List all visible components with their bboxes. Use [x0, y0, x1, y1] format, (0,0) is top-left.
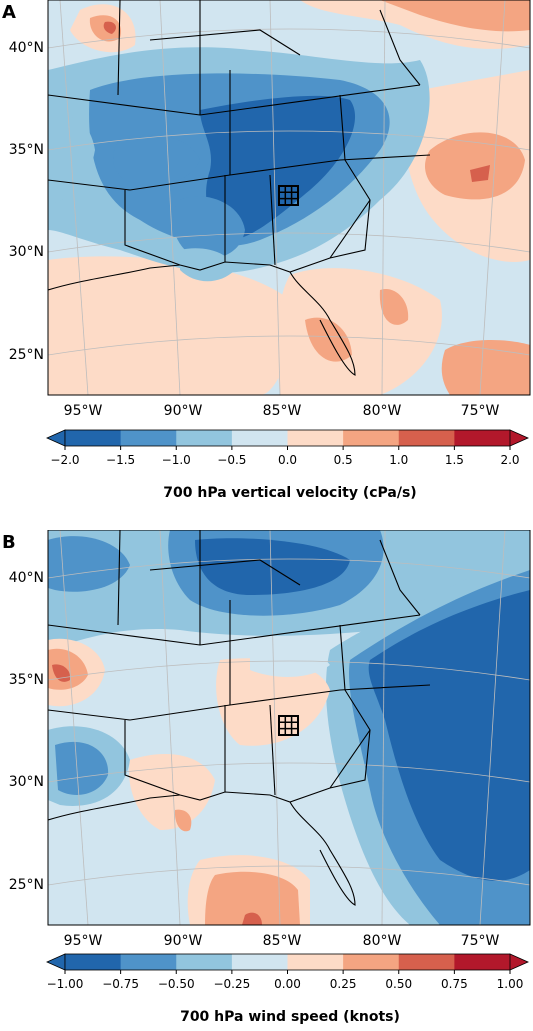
colorbar-tick-label: 0.00 [274, 977, 301, 991]
colorbar-segment [398, 954, 455, 970]
map-b [48, 530, 530, 925]
lon-label: 80°W [363, 403, 402, 419]
lon-label: 80°W [363, 933, 402, 949]
colorbar-extend-low [46, 429, 66, 447]
colorbar-tick-label: 0.75 [441, 977, 468, 991]
lon-label: 75°W [461, 403, 500, 419]
lat-label: 35°N [9, 672, 44, 688]
colorbar-extend-high [509, 429, 529, 447]
colorbar-extend-high [509, 953, 529, 971]
graticule [48, 0, 530, 395]
colorbar-segment [231, 430, 288, 446]
lat-label: 25°N [9, 347, 44, 363]
lat-label: 30°N [9, 244, 44, 260]
colorbar-tick-label: 1.5 [445, 453, 464, 467]
colorbar-segment [287, 954, 344, 970]
lat-label: 40°N [9, 570, 44, 586]
lat-labels: 40°N 35°N 30°N 25°N [9, 570, 44, 893]
panel-letter: A [2, 2, 16, 23]
lat-label: 30°N [9, 774, 44, 790]
lat-label: 35°N [9, 142, 44, 158]
lon-label: 90°W [164, 933, 203, 949]
lon-label: 85°W [263, 933, 302, 949]
map-a [48, 0, 530, 395]
colorbar-segment [176, 430, 233, 446]
map-frame [47, 529, 531, 926]
colorbar-tick-label: −1.0 [162, 453, 191, 467]
lon-labels: 95°W 90°W 85°W 80°W 75°W [64, 403, 500, 419]
lat-label: 40°N [9, 40, 44, 56]
colorbar-segment [454, 430, 511, 446]
colorbar-segment [398, 430, 455, 446]
panel-b-svg: 40°N 35°N 30°N 25°N 95°W 90°W 85°W 80°W … [9, 529, 531, 1025]
panel-a: A [0, 0, 533, 505]
domain-marker-icon [278, 185, 299, 206]
lon-label: 85°W [263, 403, 302, 419]
colorbar-segment [343, 430, 400, 446]
panel-b: B [0, 529, 533, 1027]
colorbar-b: −1.00 −0.75 −0.50 −0.25 0.00 0.25 0.50 0.75 1.00 [46, 953, 529, 991]
lon-labels: 95°W 90°W 85°W 80°W 75°W [64, 933, 500, 949]
colorbar-segment [65, 954, 122, 970]
colorbar-tick-label: −1.5 [106, 453, 135, 467]
colorbar-tick-label: −0.25 [213, 977, 250, 991]
colorbar-label: 700 hPa vertical velocity (cPa/s) [163, 485, 416, 501]
lon-label: 95°W [64, 933, 103, 949]
domain-marker-icon [278, 715, 299, 736]
lon-label: 75°W [461, 933, 500, 949]
colorbar-segment [120, 430, 177, 446]
colorbar-extend-low [46, 953, 66, 971]
lon-label: 90°W [164, 403, 203, 419]
colorbar-tick-label: −2.0 [50, 453, 79, 467]
lon-label: 95°W [64, 403, 103, 419]
colorbar-tick-label: −0.50 [158, 977, 195, 991]
graticule [48, 530, 530, 925]
colorbar-a: −2.0 −1.5 −1.0 −0.5 0.0 0.5 1.0 1.5 2.0 [46, 429, 529, 467]
panel-letter: B [2, 532, 16, 553]
lat-label: 25°N [9, 877, 44, 893]
colorbar-tick-label: 0.0 [278, 453, 297, 467]
colorbar-tick-label: 1.00 [497, 977, 524, 991]
colorbar-segment [65, 430, 122, 446]
colorbar-tick-label: 0.25 [330, 977, 357, 991]
colorbar-tick-label: 2.0 [500, 453, 519, 467]
colorbar-segment [343, 954, 400, 970]
colorbar-segment [287, 430, 344, 446]
panel-a-svg: 40°N 35°N 30°N 25°N 95°W 90°W 85°W 80°W … [9, 0, 531, 501]
colorbar-tick-label: 0.50 [385, 977, 412, 991]
colorbar-segment [120, 954, 177, 970]
colorbar-tick-label: −0.5 [217, 453, 246, 467]
colorbar-tick-label: −0.75 [102, 977, 139, 991]
state-borders [48, 530, 431, 906]
colorbar-segment [231, 954, 288, 970]
colorbar-label: 700 hPa wind speed (knots) [180, 1009, 400, 1025]
colorbar-segment [176, 954, 233, 970]
colorbar-tick-label: −1.00 [47, 977, 84, 991]
colorbar-segment [454, 954, 511, 970]
colorbar-tick-label: 1.0 [389, 453, 408, 467]
state-borders [48, 0, 431, 376]
lat-labels: 40°N 35°N 30°N 25°N [9, 40, 44, 363]
colorbar-tick-label: 0.5 [334, 453, 353, 467]
map-frame [47, 0, 531, 396]
